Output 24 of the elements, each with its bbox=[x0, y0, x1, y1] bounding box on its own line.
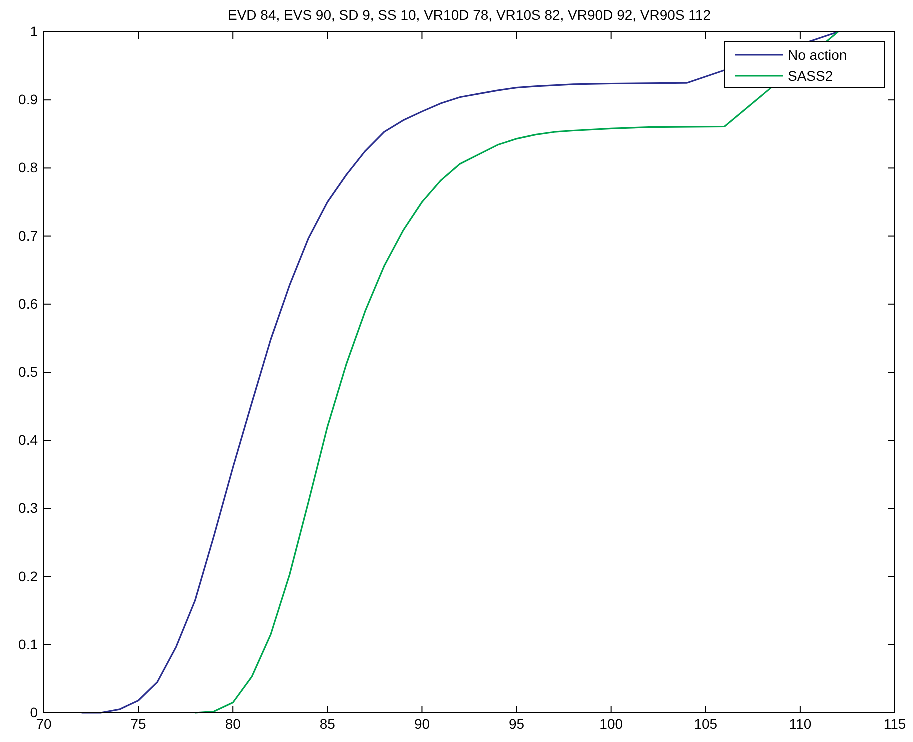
x-tick-label: 115 bbox=[884, 716, 906, 732]
y-tick-label: 0.2 bbox=[18, 568, 38, 584]
x-tick-label: 110 bbox=[789, 716, 812, 732]
chart-title: EVD 84, EVS 90, SD 9, SS 10, VR10D 78, VR10S 82, VR90D 92, VR90S 112 bbox=[228, 7, 712, 23]
y-tick-label: 0.7 bbox=[18, 228, 38, 244]
y-tick-label: 0.3 bbox=[18, 500, 38, 516]
y-tick-label: 0 bbox=[30, 704, 38, 720]
x-tick-label: 100 bbox=[600, 716, 624, 732]
y-tick-label: 0.8 bbox=[18, 160, 38, 176]
x-tick-label: 85 bbox=[320, 716, 336, 732]
x-tick-label: 70 bbox=[36, 716, 52, 732]
legend-label: SASS2 bbox=[788, 68, 834, 84]
y-tick-label: 1 bbox=[30, 23, 38, 40]
y-tick-label: 0.6 bbox=[18, 296, 38, 312]
x-tick-label: 105 bbox=[694, 716, 718, 732]
y-tick-label: 0.5 bbox=[18, 364, 38, 380]
legend-label: No action bbox=[788, 47, 848, 63]
x-tick-label: 95 bbox=[508, 716, 525, 732]
x-tick-label: 80 bbox=[225, 716, 242, 732]
x-tick-label: 90 bbox=[414, 716, 430, 732]
y-tick-label: 0.9 bbox=[18, 92, 38, 108]
x-tick-label: 75 bbox=[130, 716, 147, 732]
y-tick-label: 0.1 bbox=[18, 636, 38, 652]
y-tick-label: 0.4 bbox=[18, 432, 38, 448]
